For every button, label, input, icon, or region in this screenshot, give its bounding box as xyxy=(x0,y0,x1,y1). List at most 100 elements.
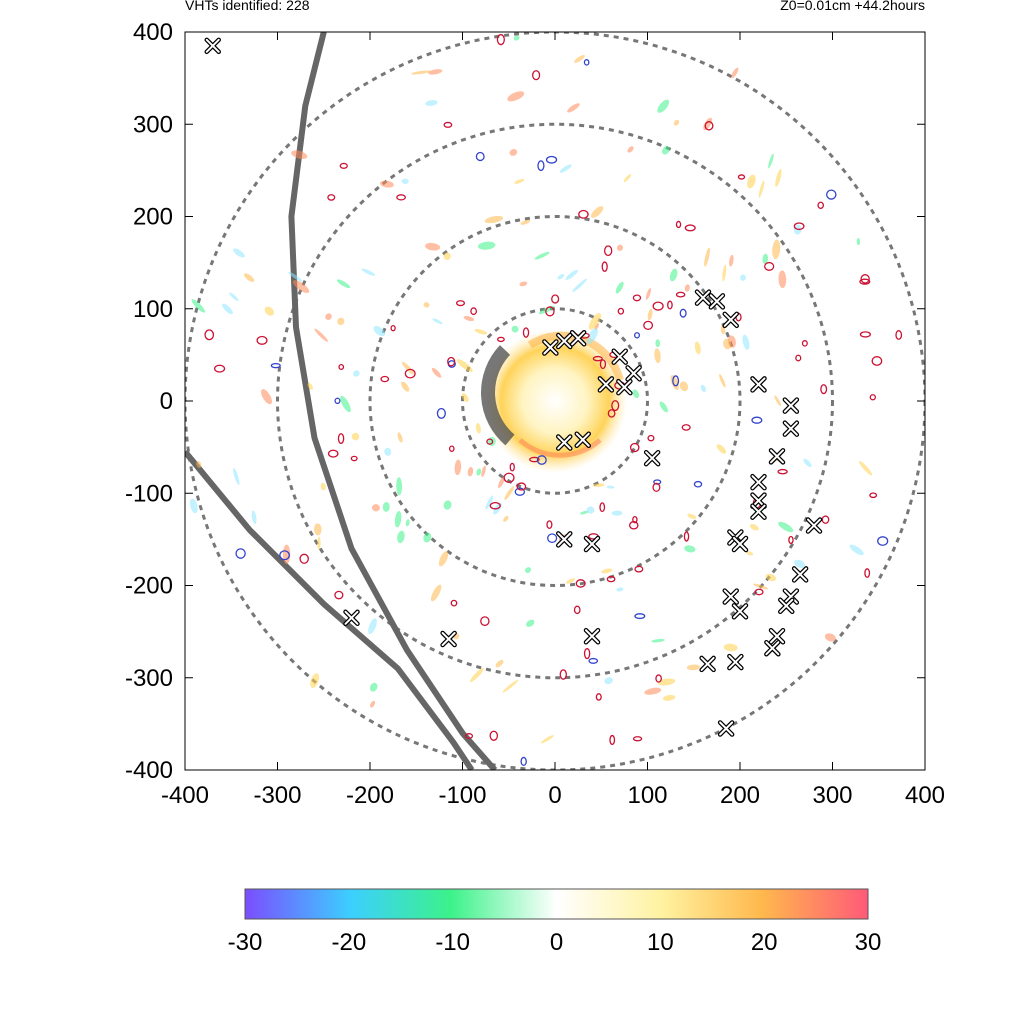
colorbar-tick-label: -30 xyxy=(228,929,263,956)
x-tick-label: 400 xyxy=(905,782,945,809)
cell-shade xyxy=(264,306,275,316)
cell-shade xyxy=(382,501,390,512)
cell-contour xyxy=(339,162,348,169)
y-tick-label: 300 xyxy=(133,111,173,138)
cell-contour xyxy=(520,756,527,766)
cell-contour xyxy=(327,194,336,201)
cell-shade xyxy=(824,633,836,642)
cell-shade xyxy=(369,682,378,692)
cell-shade xyxy=(606,485,615,489)
x-tick-label: -400 xyxy=(161,782,209,809)
cell-contour xyxy=(599,359,607,370)
cell-contour xyxy=(820,384,828,395)
y-tick-label: 400 xyxy=(133,19,173,46)
cell-shade xyxy=(644,687,662,695)
vht-marker-fill xyxy=(751,504,766,519)
cell-contour xyxy=(575,579,586,588)
cell-contour xyxy=(334,397,341,405)
vht-marker xyxy=(694,289,712,306)
cell-contour xyxy=(334,590,344,600)
vht-marker-fill xyxy=(557,435,572,450)
cell-shade xyxy=(687,513,697,519)
cell-contour xyxy=(817,201,825,210)
cell-shade xyxy=(340,395,351,413)
vht-marker xyxy=(750,473,767,491)
cell-shade xyxy=(654,348,661,364)
cell-contour xyxy=(754,588,764,596)
cell-shade xyxy=(623,173,632,182)
cell-contour xyxy=(821,515,830,524)
vht-marker xyxy=(731,603,749,620)
cell-shade xyxy=(288,271,303,282)
cell-contour xyxy=(652,301,664,311)
cell-shade xyxy=(313,523,322,536)
cell-contour xyxy=(643,320,654,330)
vht-marker xyxy=(625,365,642,382)
vht-marker xyxy=(583,535,601,553)
cell-shade xyxy=(504,486,514,500)
vht-marker-fill xyxy=(571,331,586,346)
cell-shade xyxy=(233,467,240,486)
vht-marker xyxy=(750,503,767,520)
cell-shade xyxy=(856,238,861,246)
cell-shade xyxy=(859,461,873,476)
cell-shade xyxy=(394,510,402,528)
colorbar-tick-label: -10 xyxy=(435,929,470,956)
cell-shade xyxy=(723,643,738,652)
vht-marker-fill xyxy=(700,656,715,671)
cell-shade xyxy=(749,524,759,531)
vht-marker-fill xyxy=(728,655,743,670)
y-tick-label: 200 xyxy=(133,204,173,231)
cell-contour xyxy=(536,455,547,465)
cell-contour xyxy=(503,472,515,484)
cell-shade xyxy=(379,180,394,188)
cell-contour xyxy=(679,308,687,318)
cell-contour xyxy=(529,456,540,463)
cell-contour xyxy=(489,730,499,741)
cell-shade xyxy=(778,270,787,289)
cell-contour xyxy=(489,501,501,510)
cell-shade xyxy=(586,506,595,514)
x-tick-label: -100 xyxy=(438,782,486,809)
cell-contour xyxy=(606,575,616,583)
cell-contour xyxy=(486,438,494,445)
cell-shade xyxy=(310,673,320,689)
vht-marker xyxy=(699,655,716,673)
vht-marker-fill xyxy=(441,632,456,647)
vht-marker-fill xyxy=(344,610,359,625)
cell-contour xyxy=(871,356,883,366)
cell-contour xyxy=(859,331,871,338)
cell-shade xyxy=(397,530,405,544)
cell-contour xyxy=(546,520,553,530)
cell-shade xyxy=(351,432,360,441)
cell-contour xyxy=(683,531,690,542)
vht-marker-fill xyxy=(723,589,738,604)
cell-contour xyxy=(279,550,290,561)
cell-shade xyxy=(627,146,634,153)
cell-contour xyxy=(737,174,746,180)
vht-marker-fill xyxy=(617,380,632,395)
cell-shade xyxy=(502,679,519,693)
vht-marker-fill xyxy=(612,349,627,364)
cell-shade xyxy=(244,273,255,282)
cell-shade xyxy=(485,495,494,510)
vht-marker-fill xyxy=(557,334,572,349)
y-tick-label: -100 xyxy=(125,480,173,507)
vht-marker xyxy=(805,517,823,534)
range-ring-300 xyxy=(276,122,834,680)
vht-marker-fill xyxy=(598,377,613,392)
cell-contour xyxy=(545,155,558,164)
cell-contour xyxy=(801,340,808,347)
cell-shade xyxy=(370,700,376,708)
vht-marker xyxy=(556,332,573,350)
cell-shade xyxy=(511,325,519,333)
cell-contour xyxy=(447,356,456,367)
cell-contour xyxy=(603,245,613,257)
cell-shade xyxy=(423,302,430,308)
cell-shade xyxy=(647,308,653,321)
cell-shade xyxy=(353,370,360,377)
cell-shade xyxy=(423,532,432,543)
cell-shade xyxy=(513,35,520,41)
vht-marker-fill xyxy=(557,532,572,547)
eyewall-core xyxy=(483,329,627,473)
